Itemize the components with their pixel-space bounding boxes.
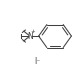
Text: +: + (30, 29, 35, 34)
Text: I⁻: I⁻ (34, 57, 40, 66)
Text: N: N (27, 32, 33, 41)
